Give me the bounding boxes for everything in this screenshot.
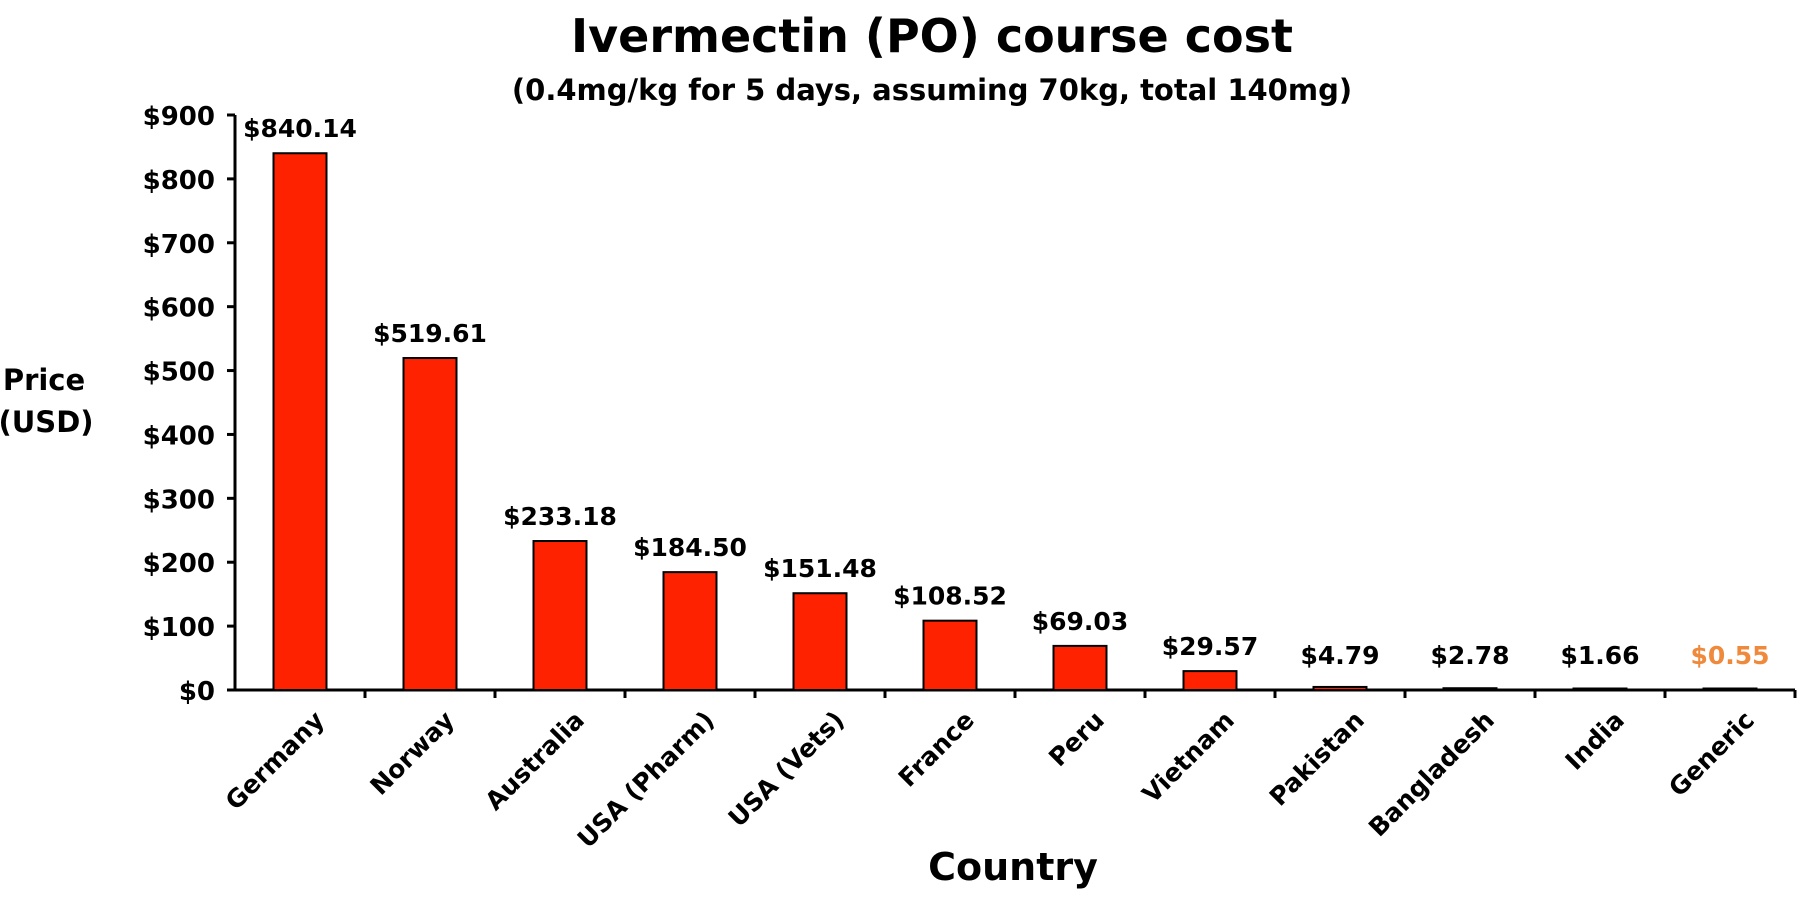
- chart-title: Ivermectin (PO) course cost: [571, 9, 1293, 63]
- bar-value-label: $233.18: [503, 502, 617, 531]
- bar-value-label: $4.79: [1300, 641, 1379, 670]
- bar-value-label: $0.55: [1690, 641, 1769, 670]
- bar-value-label: $1.66: [1560, 641, 1639, 670]
- bar: [922, 619, 978, 692]
- bar-value-label: $69.03: [1032, 607, 1128, 636]
- y-tick-label: $100: [143, 613, 215, 643]
- bar: [1702, 687, 1758, 691]
- y-tick-label: $200: [143, 549, 215, 579]
- category-label: USA (Vets): [723, 705, 850, 832]
- bar-value-label: $108.52: [893, 582, 1007, 611]
- bar: [1052, 644, 1108, 692]
- bar: [1442, 687, 1498, 691]
- bar-value-label: $840.14: [243, 114, 357, 143]
- bar: [1312, 685, 1368, 691]
- bar: [662, 571, 718, 691]
- bar-value-label: $2.78: [1430, 641, 1509, 670]
- bar: [1572, 687, 1628, 691]
- bar: [402, 357, 458, 691]
- category-label: Peru: [1043, 705, 1110, 772]
- category-label: Pakistan: [1264, 705, 1370, 811]
- y-axis-label-line2: (USD): [0, 405, 94, 439]
- y-tick-label: $700: [143, 230, 215, 260]
- y-tick-label: $0: [179, 677, 215, 707]
- y-axis: $0 $100 $200 $300 $400 $500 $600 $700 $800 $900: [143, 102, 237, 707]
- category-label: Norway: [364, 705, 459, 800]
- bar-value-label: $29.57: [1162, 632, 1258, 661]
- bar: [1182, 670, 1238, 691]
- bar: [272, 152, 328, 691]
- x-axis: [235, 688, 1797, 698]
- bar-value-label: $184.50: [633, 533, 747, 562]
- y-tick-label: $900: [143, 102, 215, 132]
- bar-value-label: $519.61: [373, 319, 487, 348]
- category-label: Australia: [479, 705, 589, 815]
- bar: [532, 540, 588, 691]
- category-label: India: [1560, 705, 1630, 775]
- bar-labels-group: $840.14 $519.61 $233.18 $184.50 $151.48 $108.…: [243, 114, 1769, 670]
- x-axis-label: Country: [928, 845, 1098, 889]
- y-tick-label: $600: [143, 294, 215, 324]
- bars-group: [272, 152, 1758, 692]
- chart-subtitle: (0.4mg/kg for 5 days, assuming 70kg, tot…: [512, 73, 1352, 107]
- y-tick-label: $800: [143, 166, 215, 196]
- category-label: Germany: [220, 705, 330, 815]
- y-tick-label: $300: [143, 485, 215, 515]
- category-label: France: [893, 705, 980, 792]
- category-label: Vietnam: [1137, 705, 1240, 808]
- y-axis-label-line1: Price: [3, 363, 85, 397]
- y-tick-label: $400: [143, 421, 215, 451]
- bar: [792, 592, 848, 692]
- category-label: USA (Pharm): [572, 705, 720, 853]
- y-tick-label: $500: [143, 358, 215, 388]
- category-label: Generic: [1663, 705, 1760, 802]
- bar-value-label: $151.48: [763, 554, 877, 583]
- category-label: Bangladesh: [1363, 705, 1500, 842]
